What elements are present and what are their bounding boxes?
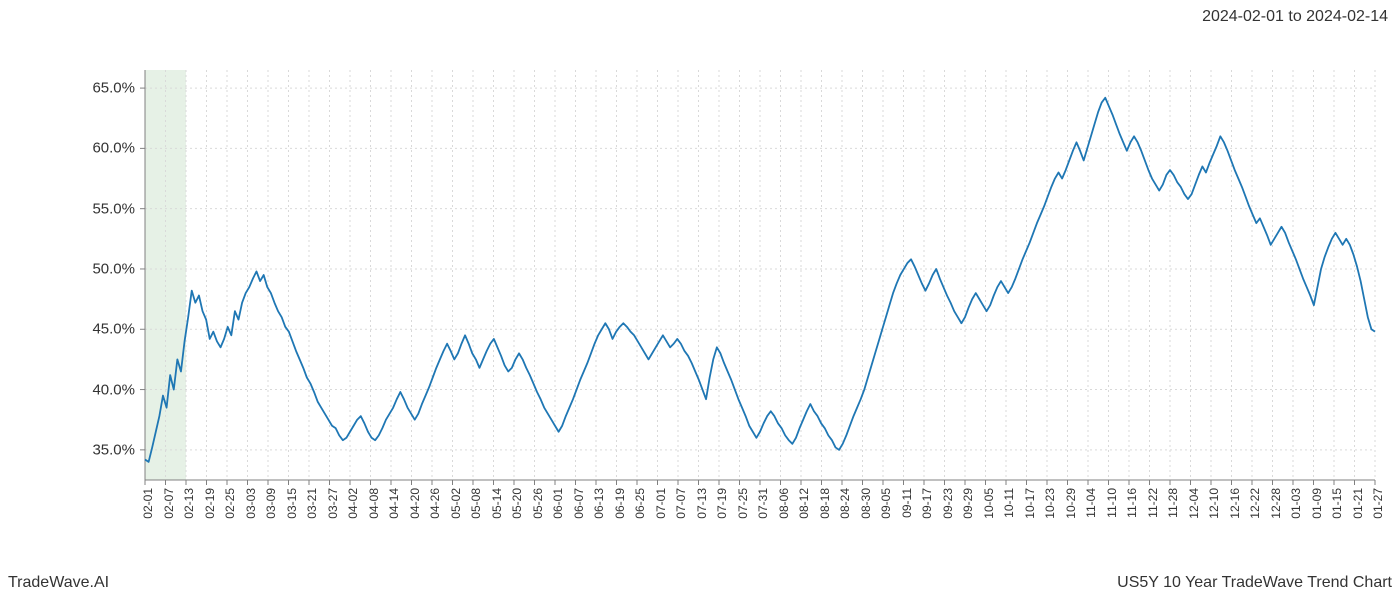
x-tick-label: 09-17 — [920, 488, 934, 519]
x-tick-label: 01-03 — [1289, 488, 1303, 519]
x-tick-label: 05-26 — [531, 488, 545, 519]
x-tick-label: 10-29 — [1064, 488, 1078, 519]
x-tick-label: 04-20 — [408, 488, 422, 519]
x-tick-label: 06-13 — [592, 488, 606, 519]
x-tick-label: 09-29 — [961, 488, 975, 519]
x-tick-label: 10-17 — [1023, 488, 1037, 519]
x-tick-label: 02-19 — [203, 488, 217, 519]
x-tick-label: 07-25 — [736, 488, 750, 519]
x-tick-label: 08-24 — [838, 488, 852, 519]
trend-chart: 35.0% 40.0% 45.0% 50.0% 55.0% 60.0% 65.0% 02-0… — [0, 40, 1400, 560]
x-tick-label: 11-04 — [1084, 488, 1098, 518]
x-tick-label: 03-15 — [285, 488, 299, 519]
x-tick-label: 05-20 — [510, 488, 524, 519]
x-tick-label: 09-11 — [900, 488, 914, 518]
x-tick-label: 06-07 — [572, 488, 586, 519]
y-tick-label: 65.0% — [65, 80, 135, 97]
footer-brand: TradeWave.AI — [8, 574, 109, 592]
x-tick-label: 10-05 — [982, 488, 996, 519]
x-tick-label: 12-16 — [1228, 488, 1242, 519]
x-tick-label: 07-07 — [674, 488, 688, 519]
y-tick-label: 35.0% — [65, 441, 135, 458]
x-tick-label: 07-31 — [756, 488, 770, 519]
x-tick-label: 12-04 — [1187, 488, 1201, 519]
y-tick-label: 40.0% — [65, 381, 135, 398]
x-tick-label: 12-22 — [1248, 488, 1262, 519]
y-tick-label: 50.0% — [65, 260, 135, 277]
y-tick-label: 45.0% — [65, 321, 135, 338]
x-tick-label: 07-01 — [654, 488, 668, 519]
x-tick-label: 04-26 — [428, 488, 442, 519]
x-tick-label: 09-05 — [879, 488, 893, 519]
x-tick-label: 03-21 — [305, 488, 319, 519]
x-tick-label: 06-25 — [633, 488, 647, 519]
x-tick-label: 02-01 — [141, 488, 155, 519]
x-tick-label: 11-16 — [1125, 488, 1139, 518]
x-tick-label: 08-06 — [777, 488, 791, 519]
x-tick-label: 12-28 — [1269, 488, 1283, 519]
x-tick-label: 01-27 — [1371, 488, 1385, 519]
x-tick-label: 01-21 — [1351, 488, 1365, 519]
x-tick-label: 06-01 — [551, 488, 565, 519]
x-tick-label: 01-15 — [1330, 488, 1344, 519]
x-tick-label: 04-14 — [387, 488, 401, 519]
x-tick-label: 02-25 — [223, 488, 237, 519]
y-tick-label: 55.0% — [65, 200, 135, 217]
x-tick-label: 10-11 — [1002, 488, 1016, 518]
x-tick-label: 05-14 — [490, 488, 504, 519]
x-tick-label: 02-13 — [182, 488, 196, 519]
x-tick-label: 01-09 — [1310, 488, 1324, 519]
x-tick-label: 04-08 — [367, 488, 381, 519]
x-tick-label: 10-23 — [1043, 488, 1057, 519]
x-tick-label: 06-19 — [613, 488, 627, 519]
x-tick-label: 08-12 — [797, 488, 811, 519]
x-tick-label: 03-27 — [326, 488, 340, 519]
x-tick-label: 07-13 — [695, 488, 709, 519]
x-tick-label: 05-02 — [449, 488, 463, 519]
x-tick-label: 03-03 — [244, 488, 258, 519]
x-tick-label: 07-19 — [715, 488, 729, 519]
footer-title: US5Y 10 Year TradeWave Trend Chart — [1117, 574, 1392, 592]
x-tick-label: 12-10 — [1207, 488, 1221, 519]
x-tick-label: 09-23 — [941, 488, 955, 519]
x-tick-label: 05-08 — [469, 488, 483, 519]
y-tick-label: 60.0% — [65, 140, 135, 157]
x-tick-label: 08-30 — [859, 488, 873, 519]
x-tick-label: 03-09 — [264, 488, 278, 519]
x-tick-label: 11-22 — [1146, 488, 1160, 518]
x-tick-label: 11-10 — [1105, 488, 1119, 518]
x-tick-label: 08-18 — [818, 488, 832, 519]
date-range: 2024-02-01 to 2024-02-14 — [1202, 8, 1388, 26]
chart-svg — [0, 40, 1400, 560]
x-tick-label: 02-07 — [162, 488, 176, 519]
x-tick-label: 11-28 — [1166, 488, 1180, 518]
x-tick-label: 04-02 — [346, 488, 360, 519]
